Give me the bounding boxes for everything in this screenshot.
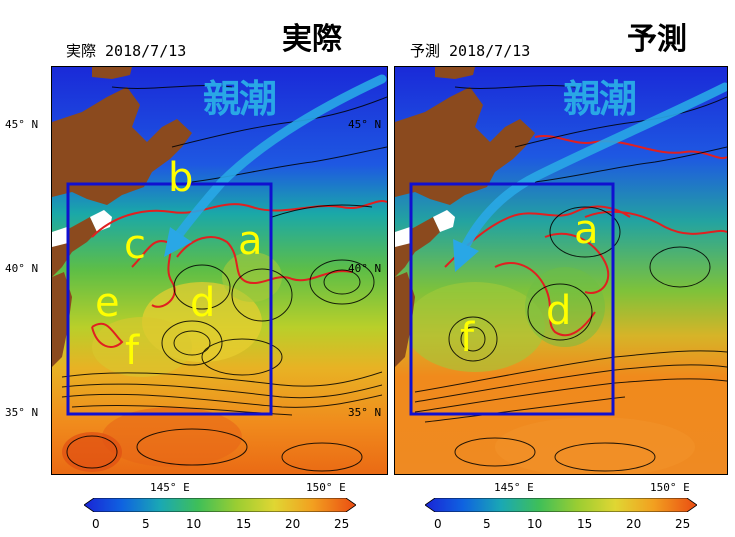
left-big-title: 実際 [282, 22, 342, 57]
lat-tick-40-right: 40° N [348, 262, 382, 275]
colorbar-right-tick-15: 15 [577, 517, 593, 531]
left-panel-title: 実際 2018/7/13 [66, 42, 187, 60]
region-label-d: d [190, 280, 216, 326]
region-label-f: f [460, 315, 475, 361]
colorbar-left-tick-25: 25 [334, 517, 350, 531]
streamlines [61, 85, 387, 472]
region-label-d: d [546, 288, 572, 334]
right-map [394, 66, 728, 475]
temperature-contour [91, 199, 387, 348]
right-map-graphic [395, 67, 727, 474]
colorbar-left-tick-15: 15 [236, 517, 252, 531]
region-label-f: f [125, 328, 140, 374]
lon-tick-150-right: 150° E [650, 481, 690, 494]
region-label-a: a [238, 218, 263, 264]
colorbar-right-tick-20: 20 [626, 517, 642, 531]
right-panel-title: 予測 2018/7/13 [410, 42, 531, 60]
oyashio-label: 親潮 [203, 77, 277, 121]
oyashio-current-arrow [164, 74, 387, 257]
colorbar-left-tick-5: 5 [142, 517, 150, 531]
left-map [51, 66, 388, 475]
lat-tick-40: 40° N [5, 262, 39, 275]
lon-tick-150-left: 150° E [306, 481, 346, 494]
colorbar-left-tick-20: 20 [285, 517, 301, 531]
right-big-title: 予測 [627, 22, 687, 57]
colorbar-right [425, 498, 697, 512]
region-label-b: b [168, 155, 194, 201]
lat-tick-45: 45° N [5, 118, 39, 131]
colorbar-right-tick-25: 25 [675, 517, 691, 531]
colorbar-left [84, 498, 356, 512]
lon-tick-145-right: 145° E [494, 481, 534, 494]
lon-tick-145-left: 145° E [150, 481, 190, 494]
lat-tick-35-right: 35° N [348, 406, 382, 419]
region-label-c: c [124, 222, 146, 268]
lat-tick-35: 35° N [5, 406, 39, 419]
streamlines [414, 85, 727, 472]
colorbar-right-tick-10: 10 [527, 517, 543, 531]
oyashio-current-arrow [453, 82, 727, 272]
colorbar-right-tick-0: 0 [434, 517, 442, 531]
analysis-box [66, 182, 273, 416]
colorbar-left-tick-0: 0 [92, 517, 100, 531]
left-map-graphic [52, 67, 387, 474]
colorbar-left-tick-10: 10 [186, 517, 202, 531]
region-label-a: a [574, 207, 599, 253]
lat-tick-45-right: 45° N [348, 118, 382, 131]
colorbar-right-tick-5: 5 [483, 517, 491, 531]
region-label-e: e [95, 280, 120, 326]
oyashio-label: 親潮 [563, 77, 637, 121]
analysis-box [409, 182, 615, 416]
